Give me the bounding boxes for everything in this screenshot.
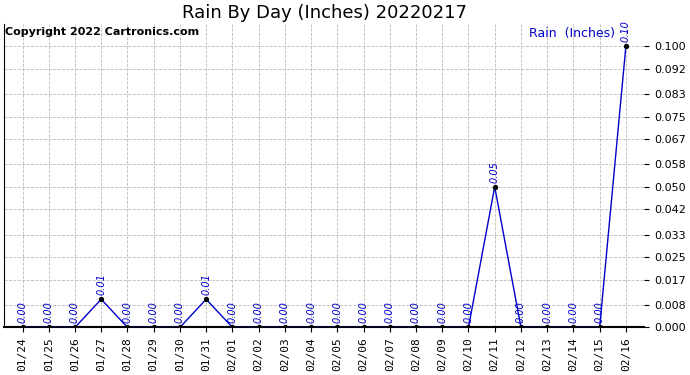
Text: Rain  (Inches): Rain (Inches) xyxy=(529,27,615,40)
Text: 0.00: 0.00 xyxy=(359,302,368,323)
Text: 0.00: 0.00 xyxy=(333,302,342,323)
Text: 0.01: 0.01 xyxy=(96,273,106,295)
Text: 0.10: 0.10 xyxy=(621,20,631,42)
Text: 0.00: 0.00 xyxy=(175,302,185,323)
Text: 0.01: 0.01 xyxy=(201,273,211,295)
Text: 0.00: 0.00 xyxy=(70,302,80,323)
Text: 0.00: 0.00 xyxy=(228,302,237,323)
Text: 0.00: 0.00 xyxy=(148,302,159,323)
Text: 0.05: 0.05 xyxy=(490,161,500,183)
Text: 0.00: 0.00 xyxy=(306,302,316,323)
Text: Copyright 2022 Cartronics.com: Copyright 2022 Cartronics.com xyxy=(5,27,199,37)
Text: 0.00: 0.00 xyxy=(43,302,54,323)
Text: 0.00: 0.00 xyxy=(17,302,28,323)
Text: 0.00: 0.00 xyxy=(464,302,473,323)
Text: 0.00: 0.00 xyxy=(595,302,604,323)
Text: 0.00: 0.00 xyxy=(542,302,552,323)
Text: 0.00: 0.00 xyxy=(411,302,421,323)
Title: Rain By Day (Inches) 20220217: Rain By Day (Inches) 20220217 xyxy=(181,4,466,22)
Text: 0.00: 0.00 xyxy=(437,302,447,323)
Text: 0.00: 0.00 xyxy=(516,302,526,323)
Text: 0.00: 0.00 xyxy=(280,302,290,323)
Text: 0.00: 0.00 xyxy=(122,302,132,323)
Text: 0.00: 0.00 xyxy=(385,302,395,323)
Text: 0.00: 0.00 xyxy=(569,302,578,323)
Text: 0.00: 0.00 xyxy=(254,302,264,323)
